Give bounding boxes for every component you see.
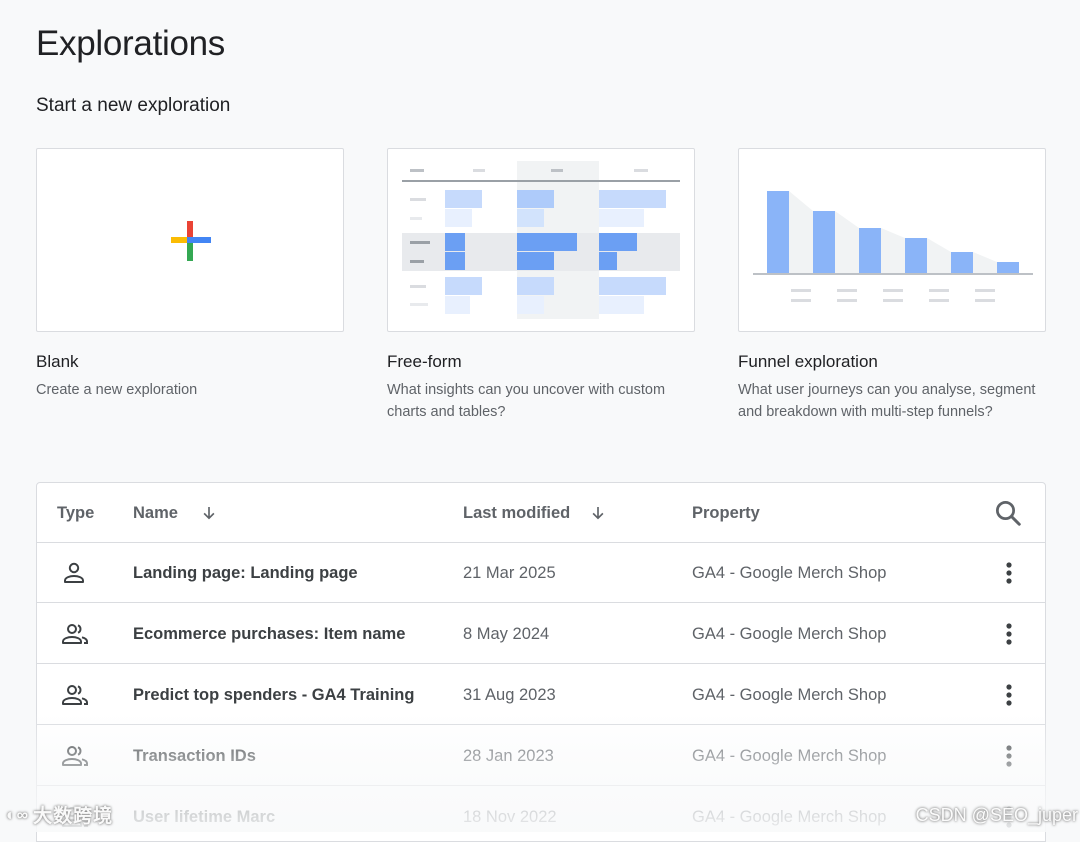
last-modified-value: 18 Nov 2022 [463,808,557,826]
blank-template-title[interactable]: Blank [36,352,79,371]
table-header-row: Type Name Last modified Property [37,483,1045,543]
more-vert-icon[interactable] [993,740,1025,772]
property-value: GA4 - Google Merch Shop [692,686,887,704]
exploration-name[interactable]: User lifetime Marc [133,808,276,826]
people-icon [62,685,88,705]
exploration-name[interactable]: Ecommerce purchases: Item name [133,625,406,643]
people-icon [62,624,88,644]
blank-template-description: Create a new exploration [36,382,198,398]
blank-template-card[interactable] [36,148,344,332]
more-vert-icon[interactable] [993,679,1025,711]
arrow-down-icon[interactable] [200,504,218,522]
table-row[interactable]: User lifetime Marc 18 Nov 2022 GA4 - Goo… [37,787,1045,841]
watermark-logo-icon: ◐∞ [6,807,30,824]
exploration-name[interactable]: Transaction IDs [133,747,256,765]
type-column-header[interactable]: Type [57,504,95,522]
search-icon[interactable] [993,498,1023,528]
free-form-table-thumbnail [402,161,680,319]
explorations-table: Type Name Last modified Property Landing… [36,482,1046,842]
funnel-template-card[interactable] [738,148,1046,332]
watermark-left-text: 大数跨境 [33,806,114,827]
free-form-template-description: What insights can you uncover with custo… [387,382,666,420]
funnel-chart-thumbnail [753,191,1033,302]
more-vert-icon[interactable] [993,557,1025,589]
funnel-template-title[interactable]: Funnel exploration [738,352,878,371]
person-icon [64,562,84,583]
watermark-left: ◐∞ 大数跨境 [6,801,113,828]
last-modified-value: 31 Aug 2023 [463,686,556,704]
exploration-name[interactable]: Landing page: Landing page [133,564,358,582]
watermark-right: CSDN @SEO_juper [915,805,1078,825]
page-title: Explorations [36,24,226,63]
table-row[interactable]: Landing page: Landing page 21 Mar 2025 G… [37,543,1045,603]
new-exploration-heading: Start a new exploration [36,95,231,116]
free-form-template-card[interactable] [387,148,695,332]
last-modified-value: 28 Jan 2023 [463,747,554,765]
funnel-template-description: What user journeys can you analyse, segm… [738,382,1036,420]
plus-icon [171,221,211,261]
last-modified-column-header[interactable]: Last modified [463,483,663,543]
last-modified-value: 21 Mar 2025 [463,564,556,582]
exploration-name[interactable]: Predict top spenders - GA4 Training [133,686,415,704]
table-row[interactable]: Ecommerce purchases: Item name 8 May 202… [37,604,1045,664]
table-row[interactable]: Predict top spenders - GA4 Training 31 A… [37,665,1045,725]
name-column-label: Name [133,504,178,522]
property-value: GA4 - Google Merch Shop [692,808,887,826]
property-value: GA4 - Google Merch Shop [692,564,887,582]
property-value: GA4 - Google Merch Shop [692,747,887,765]
last-modified-column-label: Last modified [463,504,571,522]
people-icon [62,746,88,766]
name-column-header[interactable]: Name [133,483,453,543]
property-value: GA4 - Google Merch Shop [692,625,887,643]
arrow-down-icon[interactable] [589,504,607,522]
table-row[interactable]: Transaction IDs 28 Jan 2023 GA4 - Google… [37,726,1045,786]
property-column-header[interactable]: Property [692,504,760,522]
free-form-template-title[interactable]: Free-form [387,352,462,371]
more-vert-icon[interactable] [993,618,1025,650]
last-modified-value: 8 May 2024 [463,625,550,643]
